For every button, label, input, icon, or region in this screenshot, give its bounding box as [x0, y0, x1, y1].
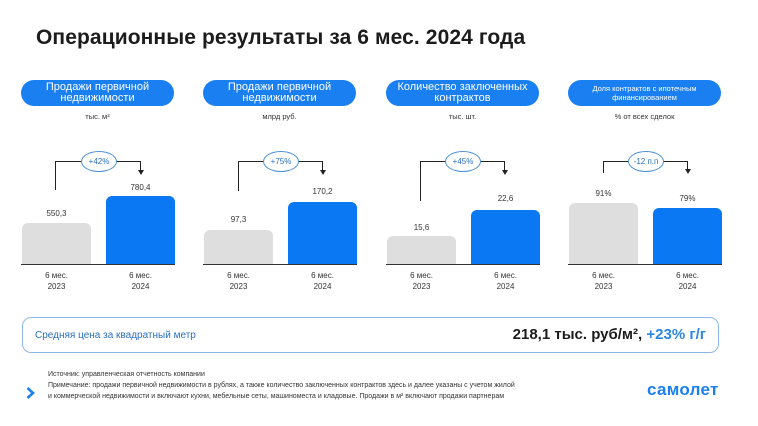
- value-label-2024: 22,6: [497, 194, 514, 203]
- baseline: [568, 263, 722, 265]
- unit-label: тыс. шт.: [448, 112, 477, 121]
- x-label-2023: 6 мес. 2023: [410, 271, 433, 291]
- baseline: [386, 263, 540, 265]
- unit-label: тыс. м²: [85, 112, 110, 121]
- change-badge: +45%: [445, 151, 481, 172]
- x-label-2023: 6 мес. 2023: [592, 271, 615, 291]
- panel-title-pill: Продажи первичной недвижимости: [21, 80, 174, 106]
- chart-panel-sales-rub: Продажи первичной недвижимости млрд руб. …: [203, 80, 358, 295]
- value-label-2024: 170,2: [312, 187, 333, 196]
- value-label-2023: 97,3: [230, 215, 247, 224]
- unit-label: % от всех сделок: [614, 112, 675, 121]
- baseline: [21, 263, 175, 265]
- value-label-2023: 550,3: [46, 209, 67, 218]
- bracket-right-leg: [322, 161, 324, 170]
- bar-2024: [106, 196, 175, 265]
- baseline: [203, 263, 357, 265]
- bracket-right-leg: [687, 161, 689, 169]
- footnote-note: Примечание: продажи первичной недвижимос…: [48, 382, 515, 400]
- avg-price-growth: +23% г/г: [646, 326, 706, 343]
- avg-price-label: Средняя цена за квадратный метр: [35, 330, 196, 341]
- chart-panel-contracts: Количество заключенных контрактов тыс. шт…: [386, 80, 541, 295]
- arrow-down-icon: [502, 170, 508, 175]
- avg-price-box: Средняя цена за квадратный метр 218,1 ты…: [22, 317, 719, 353]
- bar-2023: [387, 236, 456, 265]
- arrow-down-icon: [320, 170, 326, 175]
- change-badge: +42%: [81, 151, 117, 172]
- value-label-2023: 91%: [595, 189, 612, 198]
- bar-2023: [22, 223, 91, 265]
- x-label-2023: 6 мес. 2023: [227, 271, 250, 291]
- chart-panel-mortgage-share: Доля контрактов с ипотечным финансировани…: [568, 80, 723, 295]
- avg-price-value: 218,1 тыс. руб/м², +23% г/г: [512, 326, 706, 343]
- footnote: Источник: управленческая отчетность комп…: [48, 369, 518, 402]
- change-badge: -12 п.п: [628, 151, 664, 172]
- panel-title-pill: Количество заключенных контрактов: [386, 80, 539, 106]
- value-label-2023: 15,6: [413, 223, 430, 232]
- unit-label: млрд руб.: [262, 112, 297, 121]
- company-logo: самолет: [647, 380, 719, 399]
- x-label-2023: 6 мес. 2023: [45, 271, 68, 291]
- arrow-down-icon: [138, 170, 144, 175]
- x-label-2024: 6 мес. 2024: [676, 271, 699, 291]
- panel-title-pill: Продажи первичной недвижимости: [203, 80, 356, 106]
- page-title: Операционные результаты за 6 мес. 2024 г…: [36, 26, 526, 49]
- bar-2023: [204, 230, 273, 265]
- value-label-2024: 780,4: [130, 183, 151, 192]
- footnote-source: Источник: управленческая отчетность комп…: [48, 371, 205, 378]
- panel-title-pill: Доля контрактов с ипотечным финансировани…: [568, 80, 721, 106]
- arrow-down-icon: [685, 169, 691, 174]
- chart-panel-sales-sqm: Продажи первичной недвижимости тыс. м² +4…: [21, 80, 176, 295]
- bracket-right-leg: [140, 161, 142, 170]
- value-label-2024: 79%: [679, 194, 696, 203]
- x-label-2024: 6 мес. 2024: [311, 271, 334, 291]
- bar-2024: [288, 202, 357, 265]
- x-label-2024: 6 мес. 2024: [494, 271, 517, 291]
- x-label-2024: 6 мес. 2024: [129, 271, 152, 291]
- chevron-right-icon: [26, 386, 35, 404]
- bar-2023: [569, 203, 638, 265]
- change-badge: +75%: [263, 151, 299, 172]
- bar-2024: [471, 210, 540, 265]
- bar-2024: [653, 208, 722, 265]
- bracket-right-leg: [504, 161, 506, 170]
